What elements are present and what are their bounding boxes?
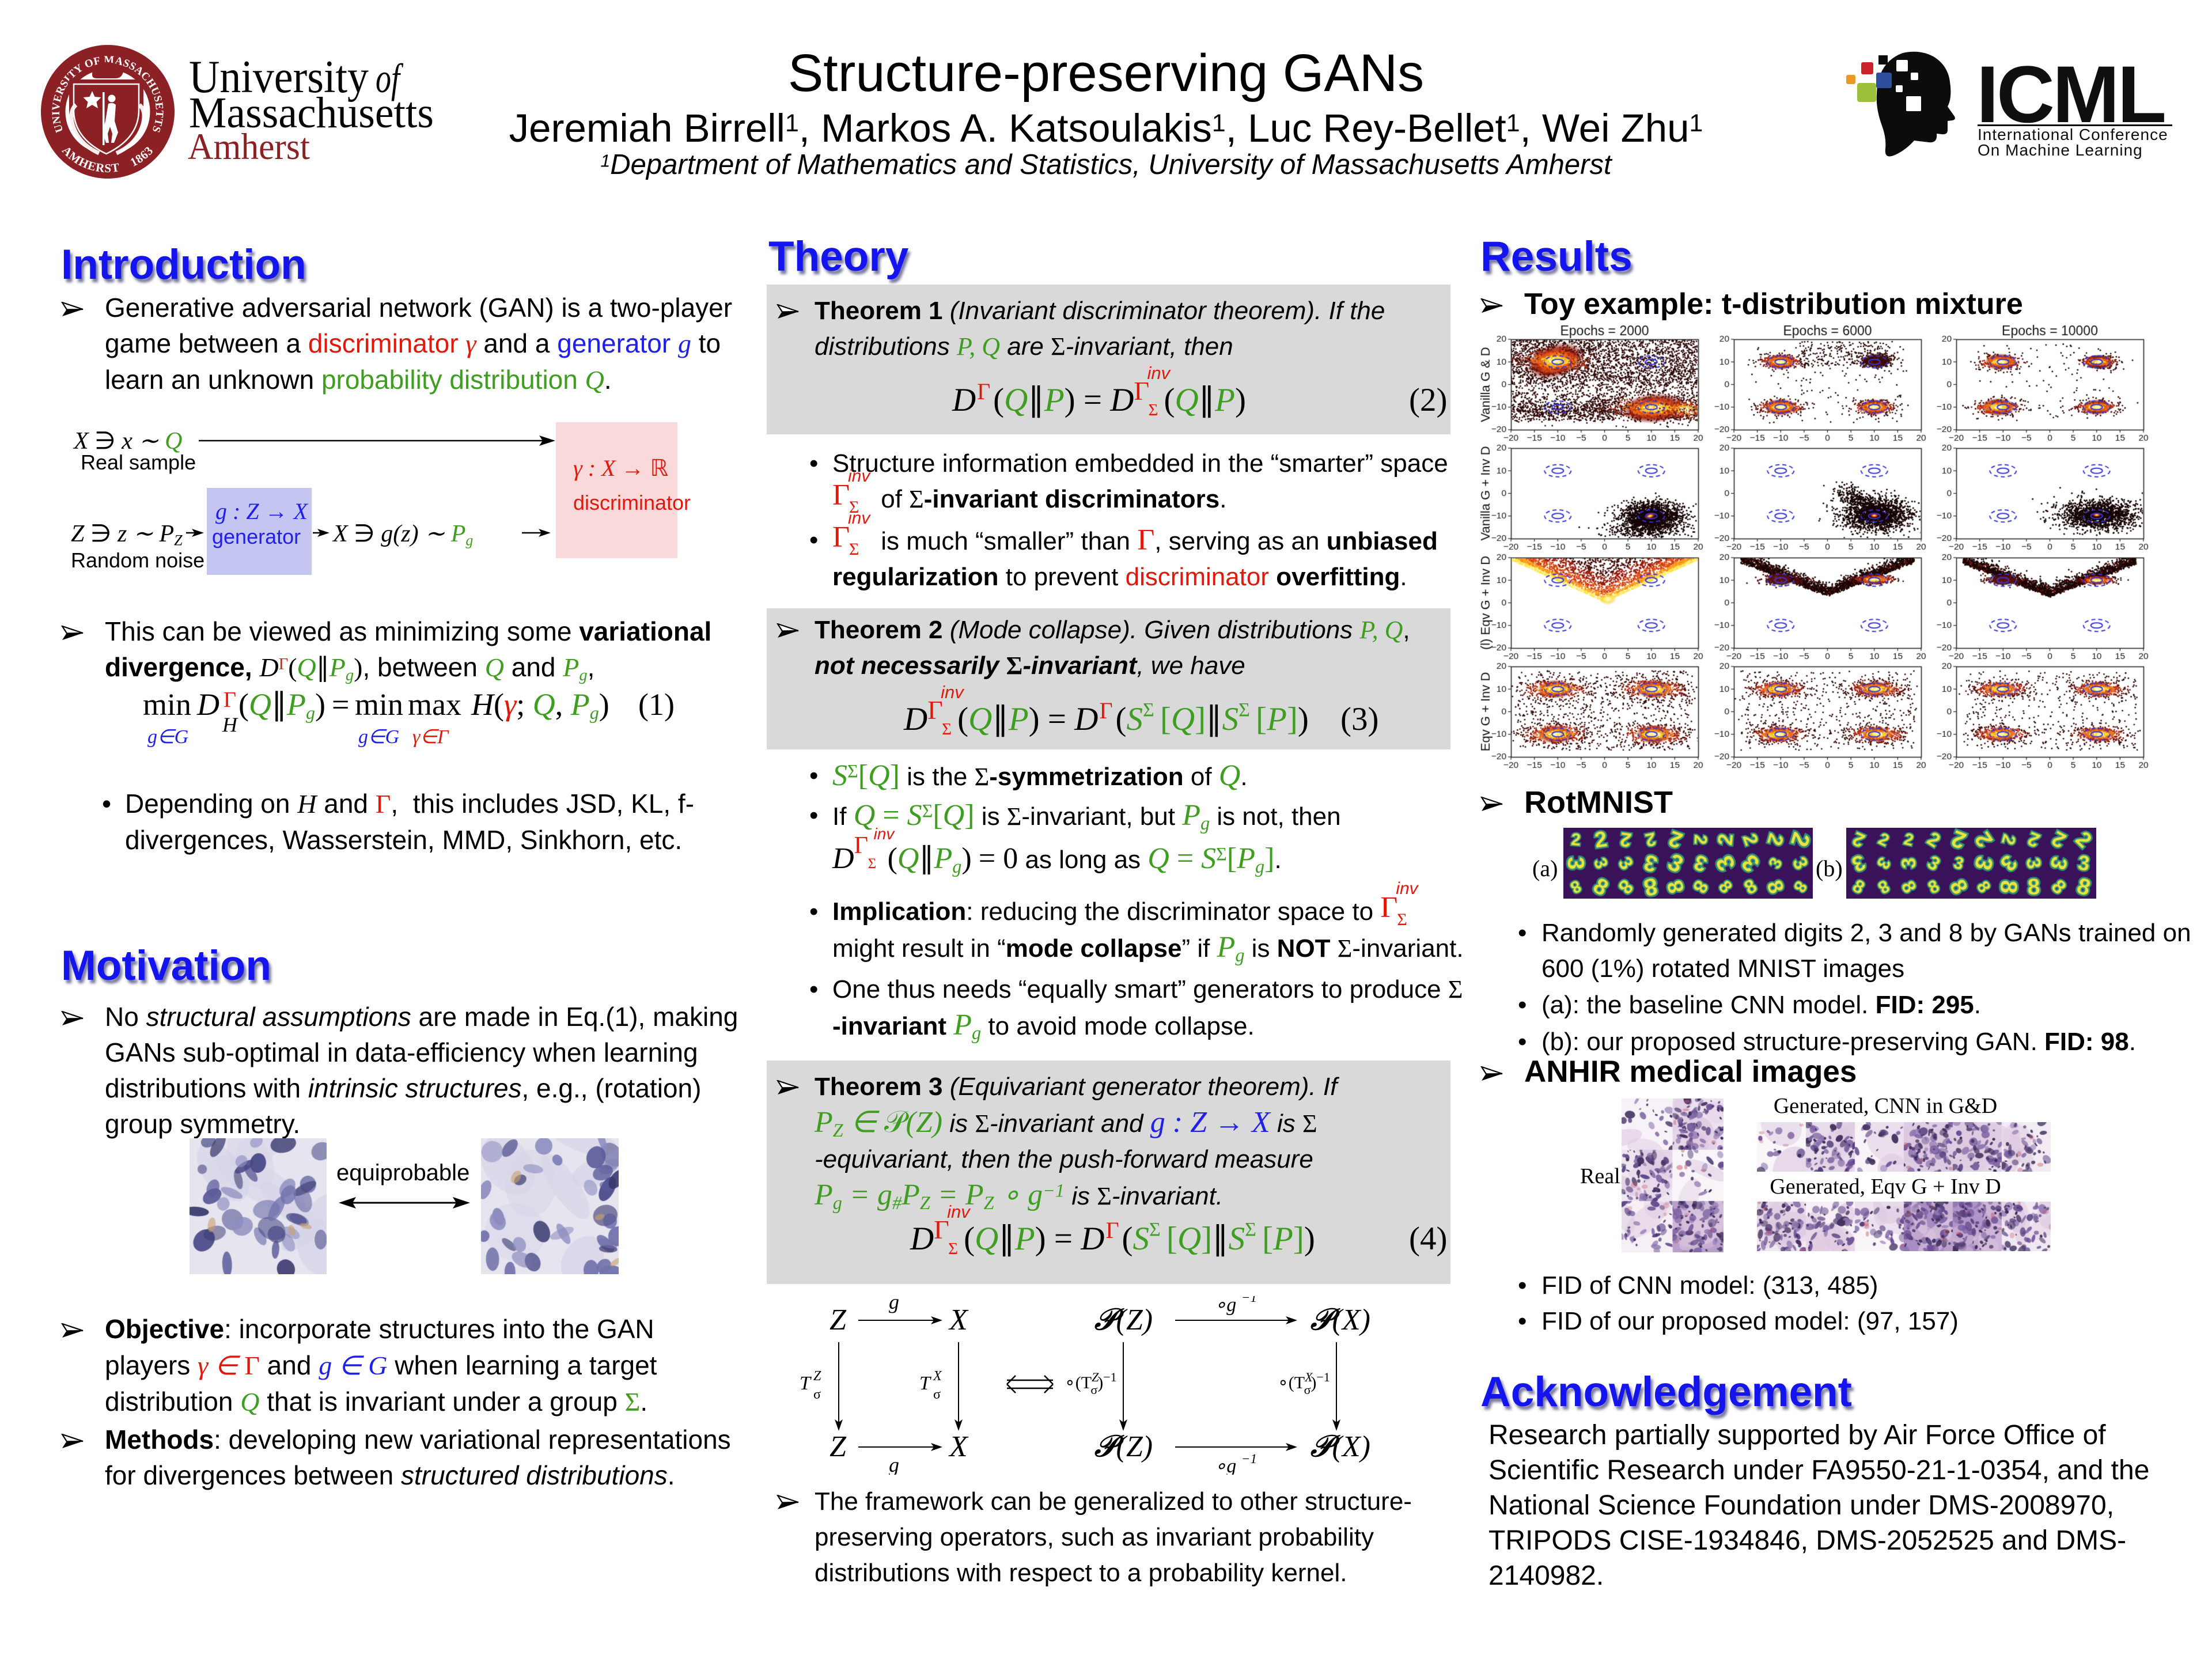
svg-text:T: T	[919, 1373, 931, 1394]
svg-text:𝒫(X): 𝒫(X)	[1310, 1430, 1370, 1463]
svg-text:Z: Z	[813, 1369, 821, 1384]
svg-text:∘(TXσ)−1: ∘(TX σ)−1	[1278, 1370, 1330, 1397]
svg-text:σ: σ	[933, 1387, 941, 1402]
svg-text:Amherst: Amherst	[188, 126, 310, 168]
svg-text:X: X	[948, 1304, 969, 1336]
svg-text:ICML: ICML	[1976, 49, 2165, 139]
svg-text:∘g: ∘g	[1214, 1456, 1236, 1475]
svg-text:X: X	[948, 1430, 969, 1463]
svg-text:σ: σ	[813, 1387, 821, 1402]
svg-text:On Machine Learning: On Machine Learning	[1978, 141, 2143, 159]
svg-text:−1: −1	[1241, 1452, 1257, 1466]
svg-text:International Conference: International Conference	[1978, 126, 2168, 143]
svg-text:University: University	[189, 52, 369, 103]
svg-text:∘(TZσ)−1: ∘(TZ σ)−1	[1065, 1370, 1117, 1397]
svg-text:Z: Z	[830, 1304, 847, 1336]
svg-text:g: g	[889, 1296, 899, 1313]
svg-text:of: of	[376, 55, 404, 101]
svg-text:Z: Z	[830, 1430, 847, 1463]
svg-text:∘g: ∘g	[1214, 1296, 1236, 1316]
svg-text:X: X	[933, 1369, 942, 1384]
svg-text:𝒫(Z): 𝒫(Z)	[1094, 1304, 1153, 1336]
svg-text:Massachusetts: Massachusetts	[189, 89, 434, 137]
svg-text:𝒫(Z): 𝒫(Z)	[1094, 1430, 1153, 1463]
svg-text:𝒫(X): 𝒫(X)	[1310, 1304, 1370, 1336]
svg-text:−1: −1	[1241, 1296, 1257, 1305]
svg-text:T: T	[800, 1373, 812, 1394]
svg-text:g: g	[889, 1453, 899, 1475]
